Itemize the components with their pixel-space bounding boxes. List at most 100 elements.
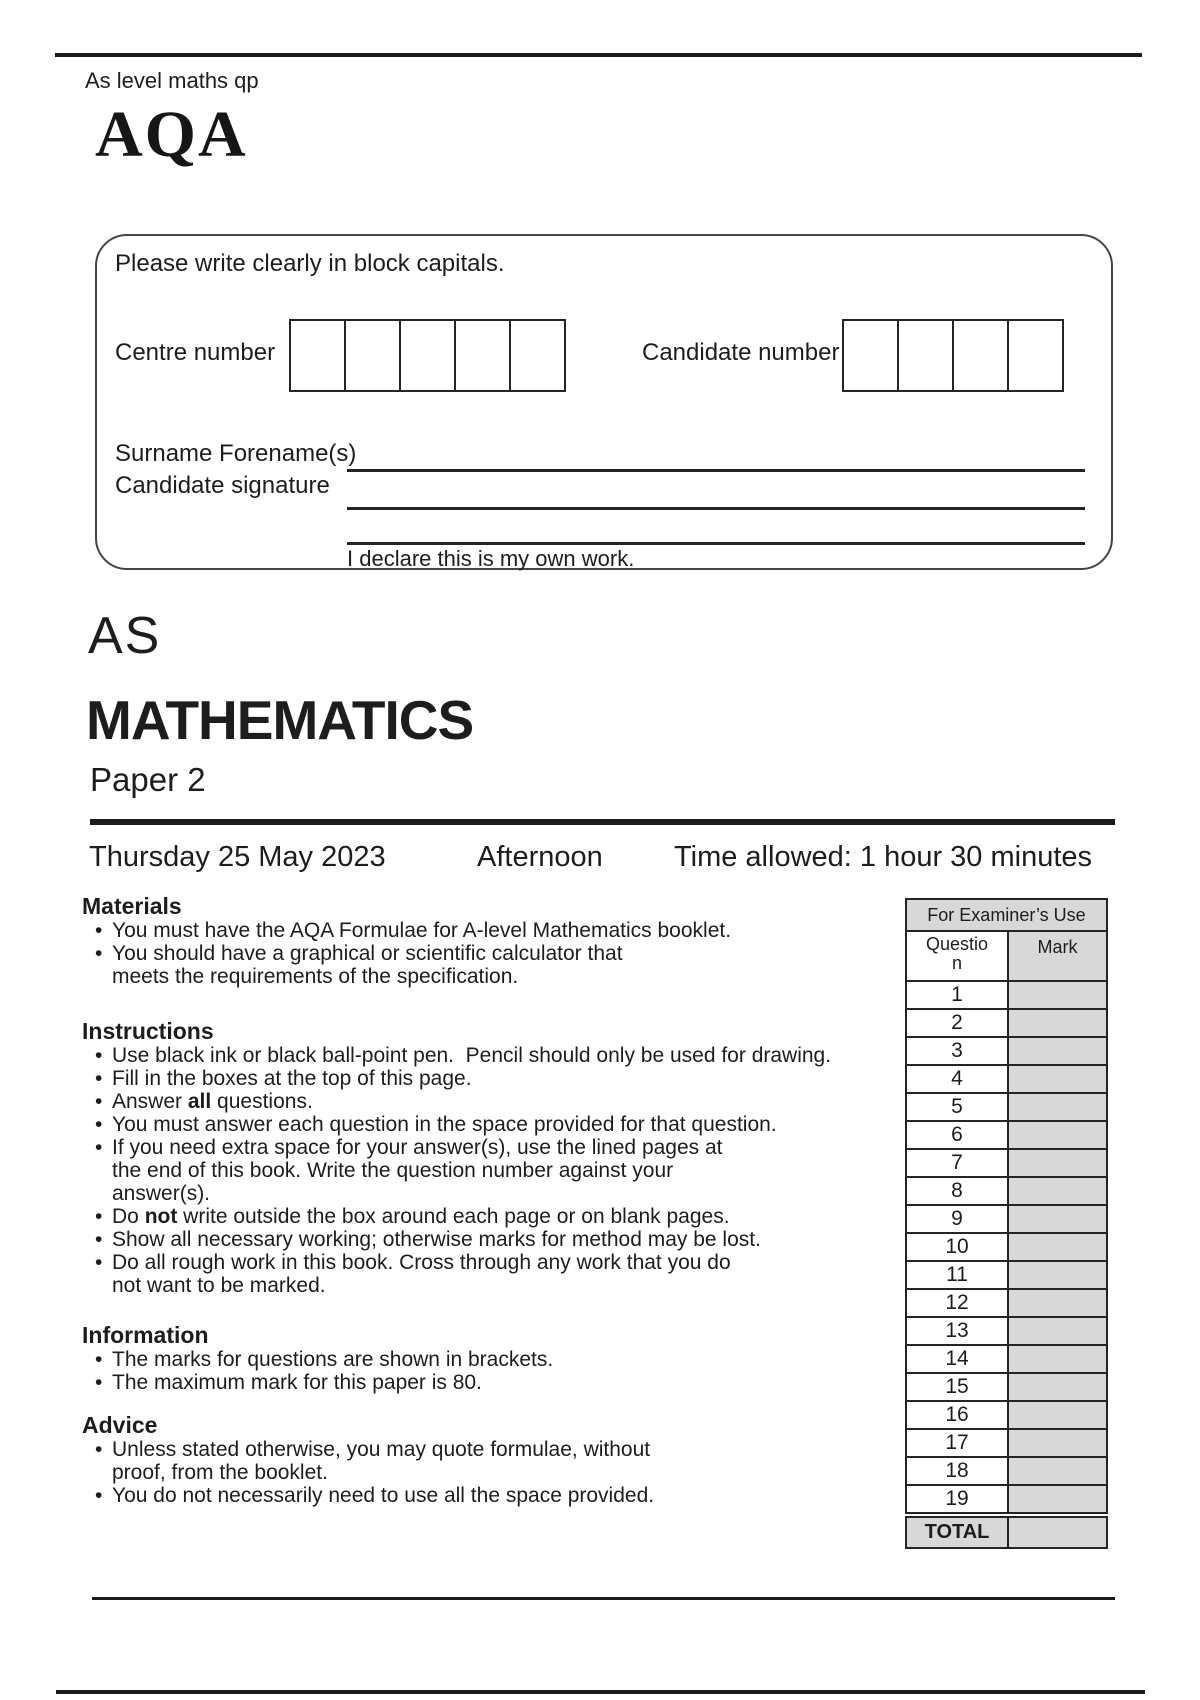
examiner-table-title: For Examiner’s Use [905, 898, 1108, 932]
candidate-number-cell [1007, 319, 1064, 392]
examiner-table-row: 6 [907, 1120, 1106, 1148]
title-divider-rule [90, 819, 1115, 825]
examiner-table-row: 10 [907, 1232, 1106, 1260]
question-number-cell: 19 [907, 1486, 1009, 1512]
exam-session: Afternoon [477, 841, 603, 873]
examiner-table-body: Questio n Mark 1 2 3 4 5 6 7 8 9 10 11 12 13 14 15 16 17 1… [905, 930, 1108, 1514]
mark-column-header: Mark [1009, 932, 1106, 980]
mark-cell [1009, 1374, 1106, 1400]
examiner-table-row: 2 [907, 1008, 1106, 1036]
text-line: The maximum mark for this paper is 80. [95, 1371, 553, 1394]
examiner-table-row: 15 [907, 1372, 1106, 1400]
section-heading: Instructions [82, 1018, 214, 1044]
examiner-table-row: 8 [907, 1176, 1106, 1204]
examiner-table-row: 17 [907, 1428, 1106, 1456]
mark-cell [1009, 1234, 1106, 1260]
centre-number-label: Centre number [115, 339, 276, 366]
question-number-cell: 11 [907, 1262, 1009, 1288]
examiner-table-row: 9 [907, 1204, 1106, 1232]
question-number-cell: 2 [907, 1010, 1009, 1036]
surname-forename-label: Surname Forename(s) [115, 440, 357, 467]
text-line: You should have a graphical or scientifi… [95, 942, 731, 965]
text-line: The marks for questions are shown in bra… [95, 1348, 553, 1371]
subject-title: MATHEMATICS [86, 689, 474, 751]
question-number-cell: 18 [907, 1458, 1009, 1484]
question-number-cell: 12 [907, 1290, 1009, 1316]
mark-cell [1009, 1010, 1106, 1036]
exam-date: Thursday 25 May 2023 [89, 841, 386, 873]
question-number-cell: 10 [907, 1234, 1009, 1260]
section-materials: MaterialsYou must have the AQA Formulae … [82, 893, 731, 988]
text-line: meets the requirements of the specificat… [112, 965, 519, 988]
question-number-cell: 7 [907, 1150, 1009, 1176]
mark-cell [1009, 1290, 1106, 1316]
qualification-level: AS [88, 607, 162, 665]
text-line: not want to be marked. [112, 1274, 326, 1297]
examiner-table-row: 16 [907, 1400, 1106, 1428]
mark-cell [1009, 1150, 1106, 1176]
centre-number-cell [454, 319, 511, 392]
centre-number-cell [289, 319, 346, 392]
examiner-table-row: 18 [907, 1456, 1106, 1484]
text-line: Unless stated otherwise, you may quote f… [95, 1438, 654, 1461]
mark-cell [1009, 1430, 1106, 1456]
examiner-table-row: 1 [907, 980, 1106, 1008]
mark-cell [1009, 1458, 1106, 1484]
examiner-table-row: 14 [907, 1344, 1106, 1372]
examiner-table-row: 3 [907, 1036, 1106, 1064]
text-line: answer(s). [112, 1182, 211, 1205]
centre-number-cells [289, 319, 566, 392]
examiner-table-row: 4 [907, 1064, 1106, 1092]
question-number-cell: 17 [907, 1430, 1009, 1456]
time-allowed: Time allowed: 1 hour 30 minutes [674, 841, 1093, 873]
mark-cell [1009, 1038, 1106, 1064]
block-capitals-instruction: Please write clearly in block capitals. [115, 250, 505, 277]
total-label: TOTAL [907, 1518, 1009, 1547]
question-number-cell: 6 [907, 1122, 1009, 1148]
signature-writing-line [347, 507, 1085, 510]
examiner-table-header-row: Questio n Mark [907, 932, 1106, 980]
question-number-cell: 9 [907, 1206, 1009, 1232]
question-number-cell: 15 [907, 1374, 1009, 1400]
mark-cell [1009, 1346, 1106, 1372]
examiner-table-row: 12 [907, 1288, 1106, 1316]
text-line: Fill in the boxes at the top of this pag… [95, 1067, 831, 1090]
question-number-cell: 5 [907, 1094, 1009, 1120]
text-line: You do not necessarily need to use all t… [95, 1484, 654, 1507]
text-line: Answer all questions. [95, 1090, 831, 1113]
candidate-number-cell [952, 319, 1009, 392]
text-line: If you need extra space for your answer(… [95, 1136, 831, 1159]
text-line: You must have the AQA Formulae for A-lev… [95, 919, 731, 942]
examiner-table-row: 7 [907, 1148, 1106, 1176]
signature-writing-line-2 [347, 542, 1085, 545]
candidate-number-cells [842, 319, 1064, 392]
section-instructions: InstructionsUse black ink or black ball-… [82, 1018, 831, 1297]
question-number-cell: 1 [907, 982, 1009, 1008]
section-heading: Advice [82, 1412, 158, 1438]
question-number-cell: 13 [907, 1318, 1009, 1344]
mark-cell [1009, 1066, 1106, 1092]
examiner-table-row: 5 [907, 1092, 1106, 1120]
mark-cell [1009, 1262, 1106, 1288]
mark-cell [1009, 1318, 1106, 1344]
centre-number-cell [344, 319, 401, 392]
section-information: InformationThe marks for questions are s… [82, 1322, 553, 1394]
top-rule [55, 53, 1142, 57]
aqa-logo: AQA [95, 98, 248, 171]
examiner-table-row: 11 [907, 1260, 1106, 1288]
question-number-cell: 14 [907, 1346, 1009, 1372]
page-bottom-rule [56, 1690, 1145, 1694]
text-line: the end of this book. Write the question… [112, 1159, 674, 1182]
mark-cell [1009, 1178, 1106, 1204]
mark-cell [1009, 1206, 1106, 1232]
question-number-cell: 8 [907, 1178, 1009, 1204]
candidate-number-cell [897, 319, 954, 392]
candidate-number-label: Candidate number [642, 339, 840, 366]
examiner-table-row: 13 [907, 1316, 1106, 1344]
examiner-table-row: 19 [907, 1484, 1106, 1512]
question-number-cell: 4 [907, 1066, 1009, 1092]
candidate-number-cell [842, 319, 899, 392]
question-number-cell: 16 [907, 1402, 1009, 1428]
